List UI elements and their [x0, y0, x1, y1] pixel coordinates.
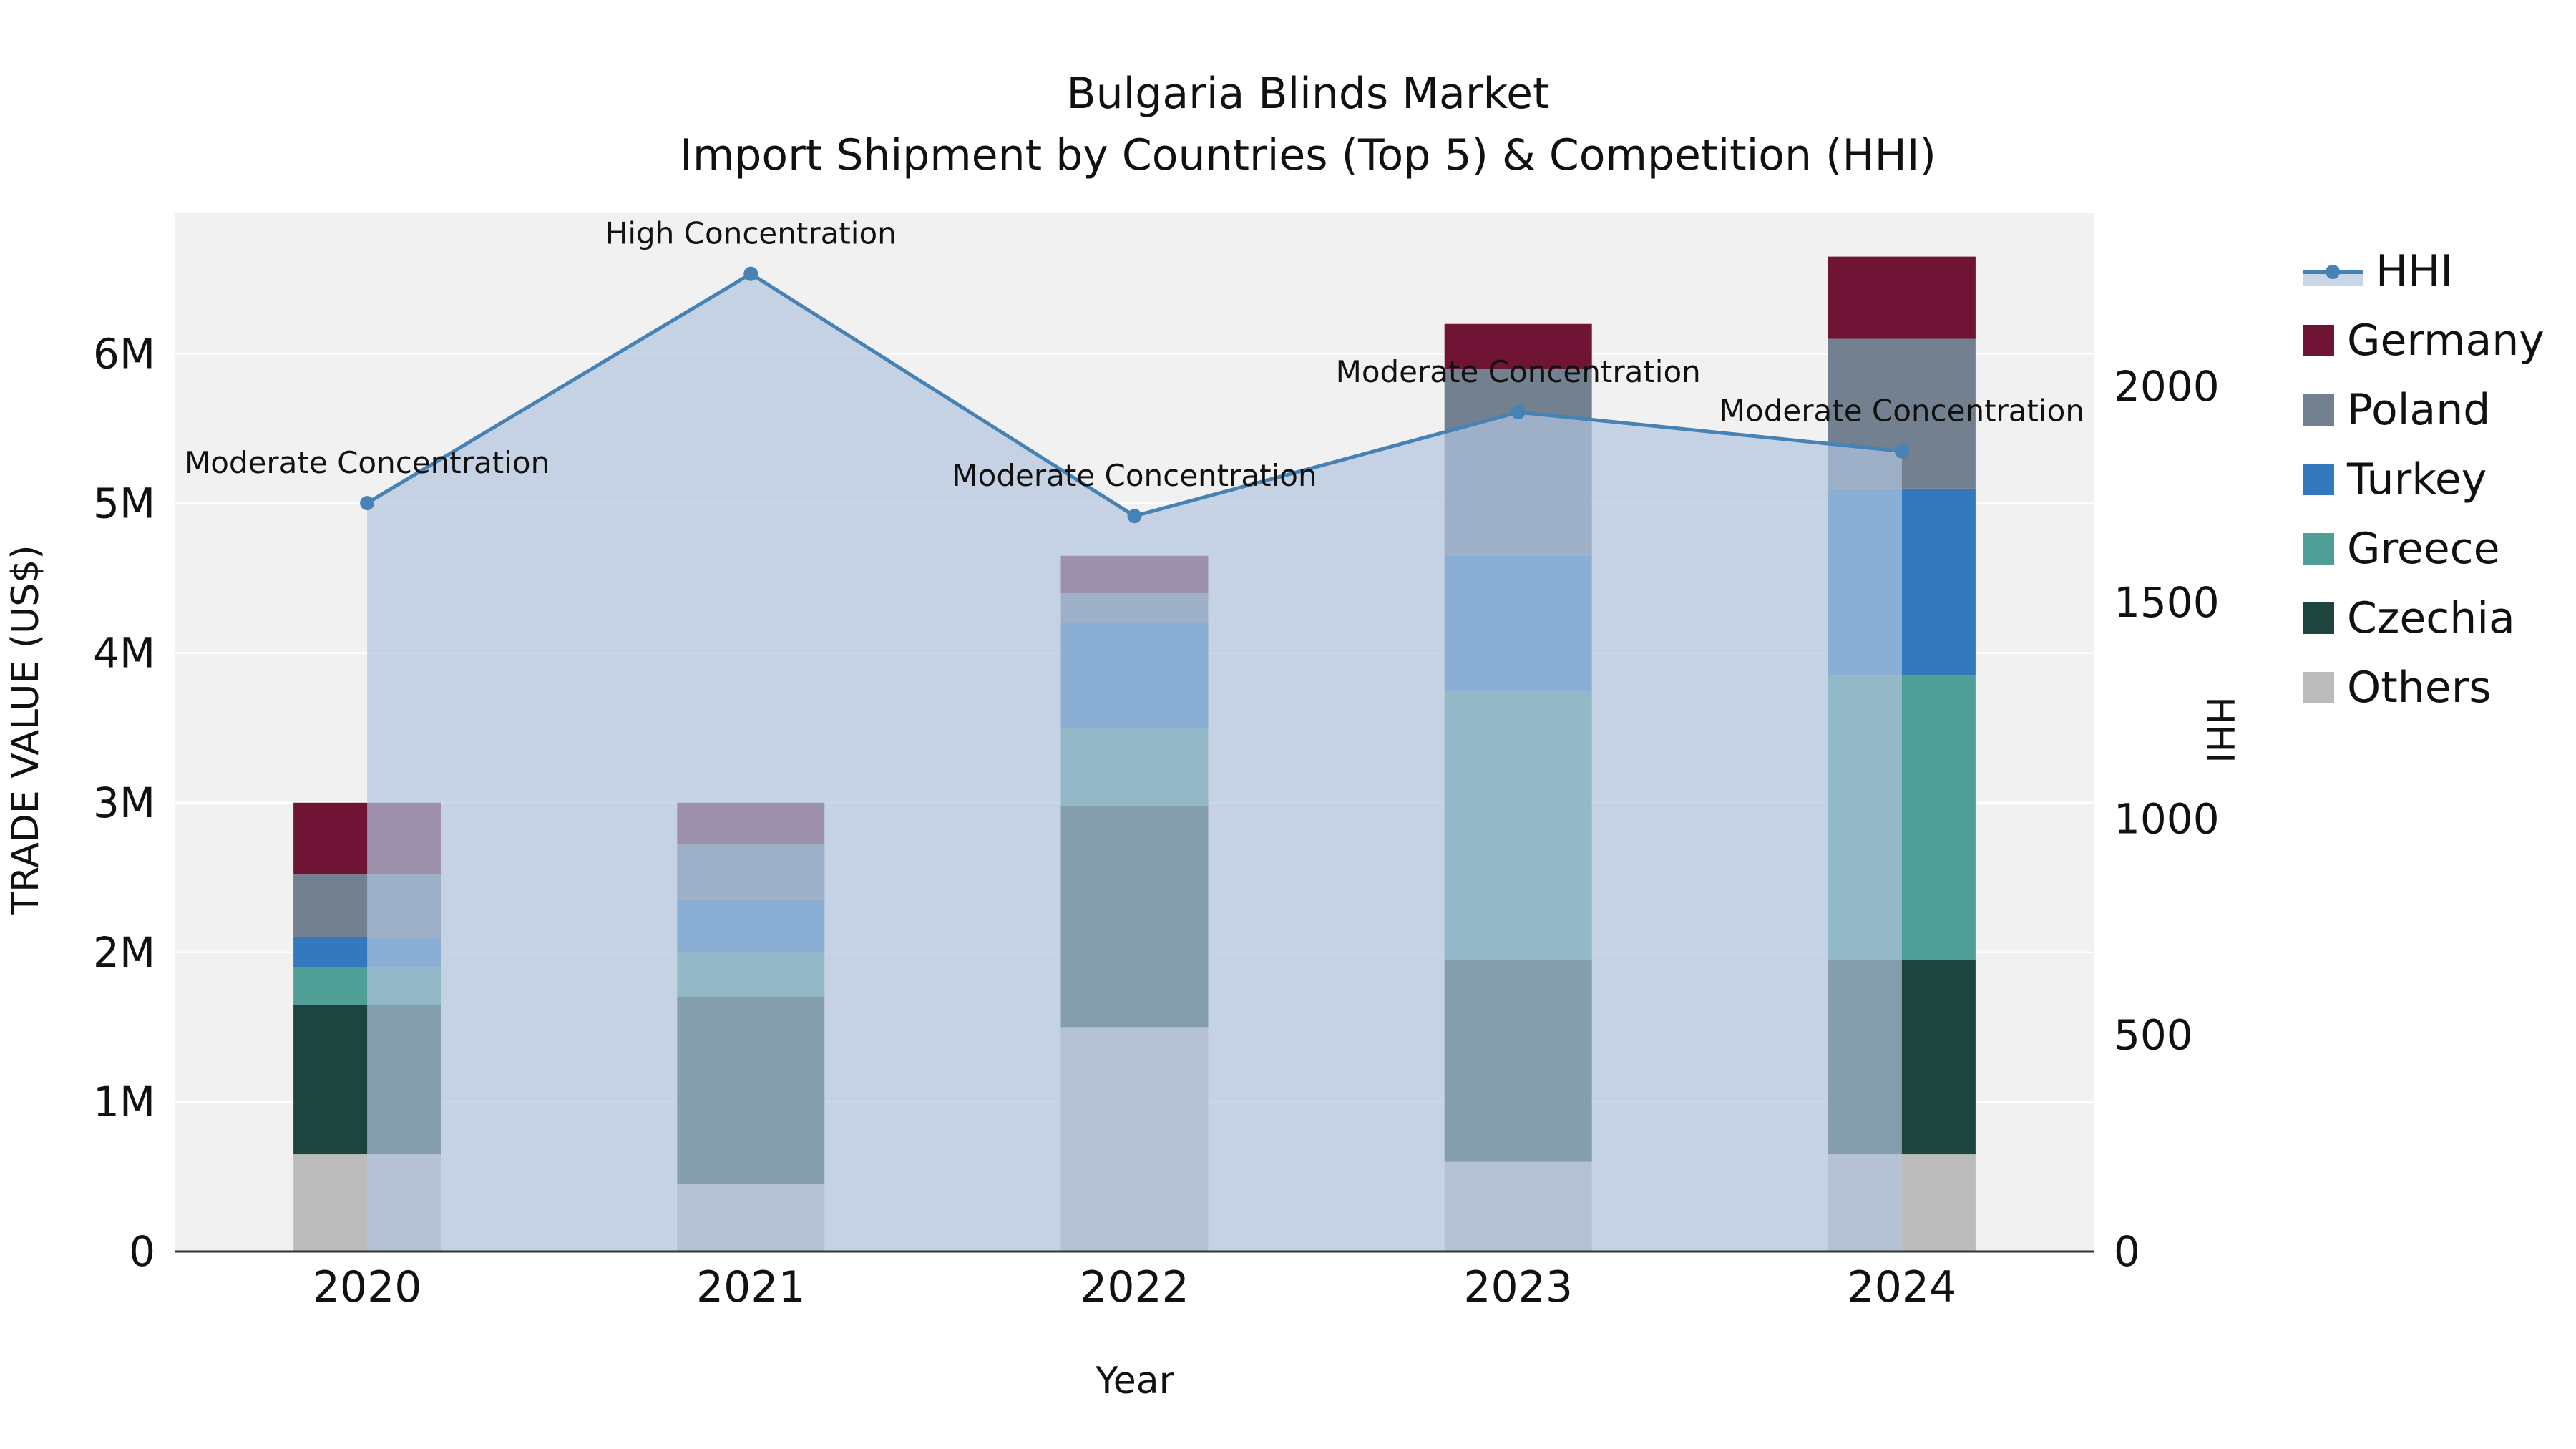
y-right-tick-1500: 1500 [2114, 578, 2220, 627]
legend-item-germany[interactable]: Germany [2303, 306, 2545, 375]
legend-label: Poland [2347, 384, 2491, 435]
hhi-marker-2023 [1511, 405, 1526, 420]
hhi-marker-2022 [1127, 509, 1142, 524]
chart-title: Bulgaria Blinds Market Import Shipment b… [680, 63, 1936, 186]
y-right-tick-500: 500 [2114, 1011, 2193, 1060]
legend-label: Turkey [2347, 454, 2487, 504]
bar-segment-germany-2024 [1828, 256, 1976, 339]
y-left-tick-3M: 3M [93, 779, 155, 827]
hhi-marker-2021 [743, 266, 758, 281]
legend-swatch-germany [2303, 324, 2334, 356]
x-axis-label: Year [1095, 1360, 1175, 1402]
hhi-marker-2024 [1894, 444, 1909, 459]
legend-item-greece[interactable]: Greece [2303, 514, 2545, 583]
y-left-tick-6M: 6M [93, 330, 155, 379]
legend-swatch-poland [2303, 394, 2334, 426]
hhi-marker-2020 [360, 496, 375, 511]
y-right-tick-0: 0 [2114, 1227, 2140, 1276]
legend: HHI Germany Poland Turkey Greece Czechia Other… [2303, 236, 2545, 722]
y-axis-right-label: HHI [2198, 696, 2241, 763]
legend-item-poland[interactable]: Poland [2303, 375, 2545, 444]
annotation-2022: Moderate Concentration [952, 458, 1317, 493]
legend-fill-sample [2303, 273, 2363, 286]
legend-label: Greece [2347, 523, 2500, 574]
chart-title-line1: Bulgaria Blinds Market [1066, 69, 1550, 119]
annotation-2023: Moderate Concentration [1336, 354, 1701, 389]
legend-label: HHI [2376, 245, 2453, 296]
y-left-tick-5M: 5M [93, 479, 155, 528]
chart-title-line2: Import Shipment by Countries (Top 5) & C… [680, 130, 1936, 180]
legend-swatch-greece [2303, 532, 2334, 565]
legend-item-hhi[interactable]: HHI [2303, 236, 2545, 306]
y-axis-left-label: TRADE VALUE (US$) [4, 545, 47, 915]
legend-label: Others [2347, 662, 2492, 713]
legend-item-others[interactable]: Others [2303, 653, 2545, 722]
legend-swatch-turkey [2303, 463, 2334, 495]
y-left-tick-4M: 4M [93, 629, 155, 678]
x-tick-2020: 2020 [313, 1262, 422, 1312]
annotation-2020: Moderate Concentration [185, 445, 550, 480]
y-right-tick-2000: 2000 [2114, 362, 2220, 411]
annotation-2024: Moderate Concentration [1719, 394, 2084, 429]
x-tick-2022: 2022 [1080, 1262, 1189, 1312]
legend-item-turkey[interactable]: Turkey [2303, 444, 2545, 514]
hhi-area-fill [367, 273, 1902, 1252]
bar-segment-germany-2023 [1444, 323, 1592, 369]
legend-item-czechia[interactable]: Czechia [2303, 583, 2545, 653]
legend-label: Czechia [2347, 592, 2515, 643]
y-left-tick-1M: 1M [93, 1078, 155, 1126]
y-right-tick-1000: 1000 [2114, 794, 2220, 843]
legend-marker-dot [2326, 264, 2340, 279]
y-left-tick-2M: 2M [93, 928, 155, 977]
annotation-2021: High Concentration [605, 216, 897, 251]
legend-swatch-others [2303, 671, 2334, 703]
x-tick-2024: 2024 [1848, 1262, 1957, 1312]
x-tick-2021: 2021 [696, 1262, 806, 1312]
y-left-tick-0: 0 [129, 1227, 155, 1276]
legend-line-icon [2303, 255, 2363, 287]
legend-label: Germany [2347, 315, 2545, 366]
legend-swatch-czechia [2303, 602, 2334, 634]
x-tick-2023: 2023 [1463, 1262, 1573, 1312]
